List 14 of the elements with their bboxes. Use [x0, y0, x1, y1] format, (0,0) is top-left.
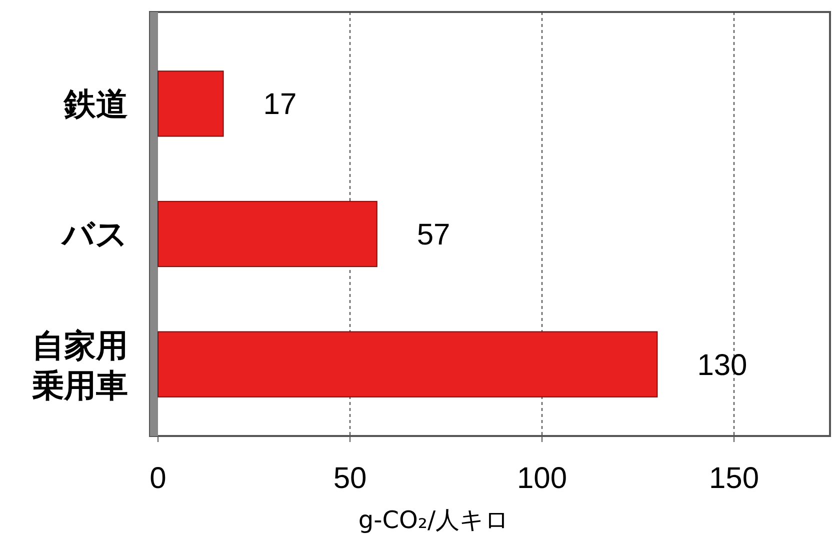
y-tick-label: バス [60, 215, 128, 254]
y-tick-label: 自家用乗用車 [32, 326, 128, 405]
x-tick-label: 50 [333, 462, 367, 495]
x-axis-title: g-CO₂/人キロ [358, 506, 510, 534]
data-label: 57 [416, 218, 450, 252]
data-label: 17 [263, 88, 297, 122]
bar [158, 70, 224, 137]
bar [158, 200, 378, 268]
x-tick-label: 100 [516, 462, 568, 495]
data-label: 130 [697, 348, 748, 382]
x-tick-label: 0 [150, 462, 166, 495]
bar [158, 331, 658, 398]
y-tick-label: 鉄道 [63, 84, 128, 123]
x-tick-label: 150 [708, 462, 760, 495]
